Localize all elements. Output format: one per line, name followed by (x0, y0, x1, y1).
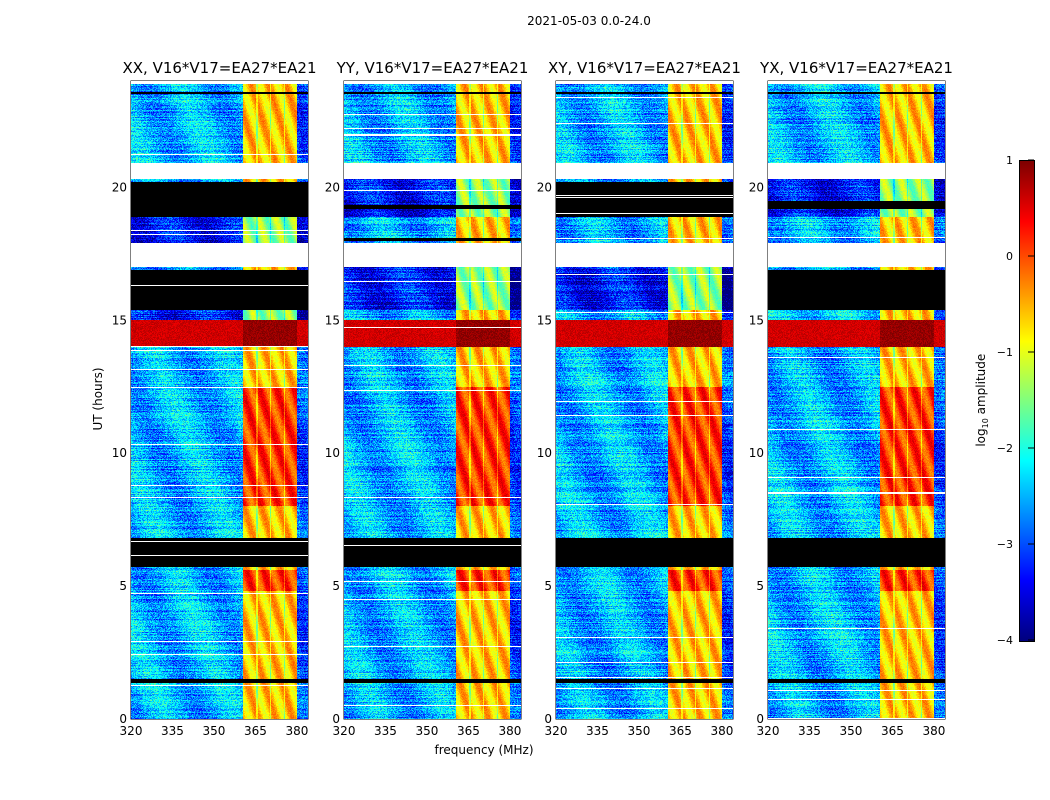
x-tick-label: 320 (120, 724, 143, 738)
x-axis-label: frequency (MHz) (434, 743, 534, 757)
colorbar-tick-label: −4 (997, 634, 1013, 647)
x-tick-label: 350 (840, 724, 863, 738)
colorbar-tick-label: −2 (997, 442, 1013, 455)
colorbar-tick-label: 0 (1006, 250, 1013, 263)
x-tick-label: 350 (416, 724, 439, 738)
x-tick-label: 335 (798, 724, 821, 738)
panel-title-yx: YX, V16*V17=EA27*EA21 (760, 59, 953, 77)
x-tick-label: 350 (203, 724, 226, 738)
colorbar-tick-label: −1 (997, 346, 1013, 359)
x-tick-label: 320 (545, 724, 568, 738)
x-tick-label: 320 (757, 724, 780, 738)
x-tick-label: 365 (457, 724, 480, 738)
x-tick-label: 320 (333, 724, 356, 738)
y-tick-label: 0 (544, 712, 552, 726)
y-tick-label: 10 (537, 446, 552, 460)
heatmap-yx (768, 81, 945, 719)
x-tick-label: 380 (710, 724, 733, 738)
heatmap-xx (131, 81, 308, 719)
y-tick-label: 10 (112, 446, 127, 460)
y-tick-label: 5 (544, 579, 552, 593)
x-tick-label: 335 (374, 724, 397, 738)
figure-title: 2021-05-03 0.0-24.0 (527, 14, 651, 28)
x-tick-label: 365 (244, 724, 267, 738)
panel-title-xx: XX, V16*V17=EA27*EA21 (122, 59, 317, 77)
y-tick-label: 20 (112, 180, 127, 194)
colorbar-tick-label: −3 (997, 538, 1013, 551)
y-tick-label: 5 (332, 579, 340, 593)
y-tick-label: 0 (119, 712, 127, 726)
x-tick-label: 350 (628, 724, 651, 738)
y-tick-label: 0 (332, 712, 340, 726)
x-tick-label: 380 (285, 724, 308, 738)
y-tick-label: 20 (325, 180, 340, 194)
heatmap-xy (556, 81, 733, 719)
x-tick-label: 365 (669, 724, 692, 738)
y-tick-label: 15 (749, 313, 764, 327)
y-tick-label: 0 (756, 712, 764, 726)
x-tick-label: 335 (161, 724, 184, 738)
heatmap-yy (344, 81, 521, 719)
y-tick-label: 15 (537, 313, 552, 327)
colorbar-tick-label: 1 (1006, 154, 1013, 167)
y-tick-label: 10 (749, 446, 764, 460)
x-tick-label: 365 (881, 724, 904, 738)
y-tick-label: 10 (325, 446, 340, 460)
panel-title-xy: XY, V16*V17=EA27*EA21 (548, 59, 741, 77)
x-tick-label: 335 (586, 724, 609, 738)
y-tick-label: 20 (537, 180, 552, 194)
y-tick-label: 15 (112, 313, 127, 327)
panel-title-yy: YY, V16*V17=EA27*EA21 (336, 59, 529, 77)
y-tick-label: 15 (325, 313, 340, 327)
colorbar (1019, 160, 1035, 642)
y-tick-label: 5 (119, 579, 127, 593)
x-tick-label: 380 (922, 724, 945, 738)
y-tick-label: 20 (749, 180, 764, 194)
y-tick-label: 5 (756, 579, 764, 593)
x-tick-label: 380 (498, 724, 521, 738)
